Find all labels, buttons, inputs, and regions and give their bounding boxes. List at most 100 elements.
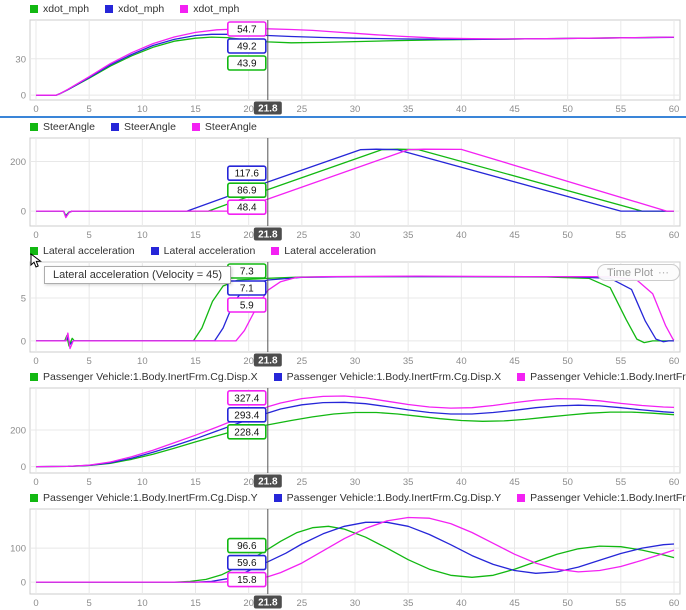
legend-item[interactable]: Passenger Vehicle:1.Body.InertFrm.Cg.Dis…: [273, 492, 501, 504]
series-line[interactable]: [35, 401, 675, 468]
legend-item[interactable]: SteerAngle: [191, 121, 257, 133]
cursor-value-callout: [227, 280, 267, 296]
ellipsis-icon: ⋯: [658, 267, 670, 279]
x-tick-label: 5: [87, 230, 92, 241]
series-line[interactable]: [35, 411, 675, 468]
x-tick-label: 20: [243, 104, 254, 115]
y-tick-label: 200: [10, 157, 26, 168]
x-tick-label: 0: [33, 104, 38, 115]
series-line[interactable]: [36, 28, 675, 96]
cursor-value-callout: [227, 182, 267, 199]
x-tick-label: 0: [33, 598, 38, 609]
cursor-time-badge[interactable]: [253, 227, 282, 241]
legend-label: Passenger Vehicle:1.Body.InertFrm.Cg.Dis…: [530, 492, 686, 504]
x-tick-label: 45: [509, 104, 520, 115]
legend-item[interactable]: xdot_mph: [105, 3, 164, 15]
legend: SteerAngle SteerAngle SteerAngle: [0, 118, 686, 136]
legend-item[interactable]: Lateral acceleration: [150, 245, 255, 257]
y-tick-label: 5: [21, 294, 26, 305]
series-color-swatch-icon: [105, 5, 114, 13]
x-tick-label: 0: [33, 477, 38, 488]
cursor-value-callout: [227, 554, 267, 571]
x-tick-label: 5: [87, 356, 92, 367]
x-tick-label: 45: [509, 356, 520, 367]
cursor-value-text: 293.4: [234, 410, 259, 421]
legend: xdot_mph xdot_mph xdot_mph: [0, 0, 686, 18]
x-tick-label: 50: [562, 104, 573, 115]
chart-section-4: Passenger Vehicle:1.Body.InertFrm.Cg.Dis…: [0, 368, 686, 489]
legend-item[interactable]: xdot_mph: [30, 3, 89, 15]
x-tick-label: 20: [243, 477, 254, 488]
x-tick-label: 55: [616, 356, 627, 367]
x-tick-label: 40: [456, 598, 467, 609]
legend-item[interactable]: Lateral acceleration: [30, 245, 135, 257]
legend-label: Passenger Vehicle:1.Body.InertFrm.Cg.Dis…: [286, 371, 502, 383]
series-color-swatch-icon: [30, 247, 38, 255]
legend-item[interactable]: Passenger Vehicle:1.Body.InertFrm.Cg.Dis…: [273, 371, 502, 383]
legend-item[interactable]: Passenger Vehicle:1.Body.InertFrm.Cg.Dis…: [30, 371, 258, 383]
cursor-time-text: 21.8: [258, 230, 278, 241]
cursor-time-badge[interactable]: [253, 353, 282, 367]
y-tick-label: 100: [10, 544, 26, 555]
chart-section-1: xdot_mph xdot_mph xdot_mph 0 5 10 15 20 25 30 35 40…: [0, 0, 686, 118]
cursor-value-callout: [227, 55, 267, 71]
cursor-value-text: 48.4: [237, 203, 257, 214]
legend-item[interactable]: Passenger Vehicle:1.Body.InertFrm.Cg.Dis…: [517, 492, 686, 504]
cursor-time-badge[interactable]: [253, 595, 282, 609]
x-tick-label: 30: [350, 230, 361, 241]
series-color-swatch-icon: [517, 373, 526, 381]
legend-label: Lateral acceleration: [43, 245, 135, 257]
cursor-value-text: 117.6: [235, 169, 260, 180]
x-tick-label: 5: [87, 598, 92, 609]
cursor-time-text: 21.8: [258, 104, 278, 115]
plot-area-1[interactable]: 0 5 10 15 20 25 30 35 40 45 50 55 60 0 30 54.7 49.2 43.9 2…: [0, 18, 686, 116]
cursor-value-text: 59.6: [237, 558, 257, 569]
x-tick-label: 55: [616, 104, 627, 115]
x-tick-label: 55: [616, 477, 627, 488]
series-line[interactable]: [36, 521, 675, 583]
series-line[interactable]: [35, 395, 675, 468]
x-tick-label: 25: [297, 104, 308, 115]
series-color-swatch-icon: [30, 373, 38, 381]
x-tick-label: 10: [137, 477, 148, 488]
series-color-swatch-icon: [271, 247, 280, 255]
x-tick-label: 30: [350, 356, 361, 367]
chart-section-2: SteerAngle SteerAngle SteerAngle 0 5 10 15 20 25…: [0, 118, 686, 242]
x-tick-label: 10: [137, 598, 148, 609]
cursor-value-callout: [227, 537, 267, 554]
x-tick-label: 60: [669, 598, 680, 609]
series-color-swatch-icon: [273, 373, 282, 381]
cursor-value-callout: [227, 165, 267, 182]
cursor-value-callout: [227, 390, 267, 406]
series-line[interactable]: [36, 275, 675, 350]
series-color-swatch-icon: [30, 5, 38, 13]
cursor-value-callout: [227, 38, 267, 54]
legend-item[interactable]: Lateral acceleration: [271, 245, 376, 257]
cursor-time-badge[interactable]: [253, 101, 282, 115]
cursor-time-badge[interactable]: [253, 474, 282, 488]
cursor-value-text: 15.8: [237, 575, 257, 586]
x-tick-label: 55: [616, 598, 627, 609]
x-tick-label: 45: [509, 598, 520, 609]
x-tick-label: 25: [297, 598, 308, 609]
legend-item[interactable]: Passenger Vehicle:1.Body.InertFrm.Cg.Dis…: [30, 492, 258, 504]
time-plot-button[interactable]: Time Plot ⋯: [596, 264, 680, 281]
legend-item[interactable]: xdot_mph: [180, 3, 239, 15]
x-tick-label: 50: [562, 230, 573, 241]
legend-item[interactable]: Passenger Vehicle:1.Body.InertFrm.Cg.Dis…: [517, 371, 686, 383]
x-tick-label: 20: [243, 230, 254, 241]
x-tick-label: 30: [350, 598, 361, 609]
chart-section-3: Lateral acceleration Lateral acceleration…: [0, 242, 686, 368]
chart-section-5: Passenger Vehicle:1.Body.InertFrm.Cg.Dis…: [0, 489, 686, 610]
plot-area-5[interactable]: 0 5 10 15 20 25 30 35 40 45 50 55 60 0 100 96.6 59.6 15.8…: [0, 507, 686, 610]
legend-item[interactable]: SteerAngle: [30, 121, 95, 133]
legend-item[interactable]: SteerAngle: [110, 121, 176, 133]
series-color-swatch-icon: [30, 123, 38, 131]
plot-area-2[interactable]: 0 5 10 15 20 25 30 35 40 45 50 55 60 0 200 117.6 86.9 48.…: [0, 136, 686, 242]
plot-area-4[interactable]: 0 5 10 15 20 25 30 35 40 45 50 55 60 0 200 327.4 293.4 22…: [0, 386, 686, 489]
x-tick-label: 60: [669, 104, 680, 115]
legend: Passenger Vehicle:1.Body.InertFrm.Cg.Dis…: [0, 368, 686, 386]
x-tick-label: 25: [297, 230, 308, 241]
